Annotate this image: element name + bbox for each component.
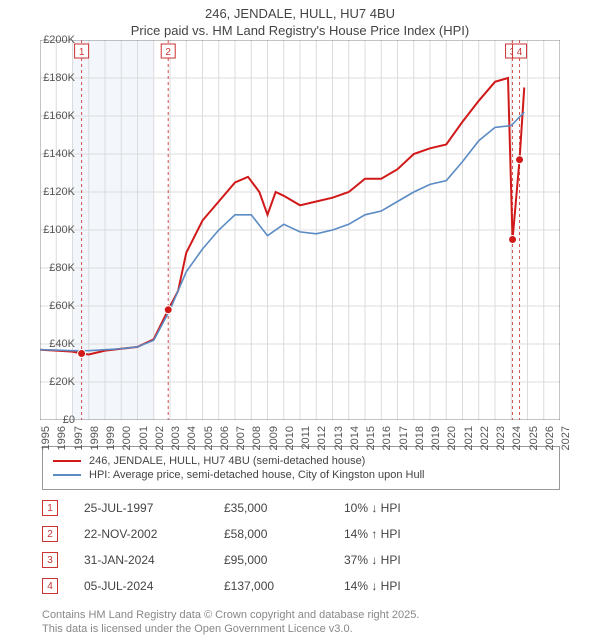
event-row: 3 31-JAN-2024£95,00037% ↓ HPI [42,552,560,568]
x-tick-label: 2013 [333,402,345,426]
legend-row: 246, JENDALE, HULL, HU7 4BU (semi-detach… [53,455,549,467]
event-marker: 4 [42,578,58,594]
x-tick-label: 2025 [528,402,540,426]
x-tick-label: 2015 [365,402,377,426]
x-tick-label: 2024 [511,402,523,426]
y-tick-label: £20K [49,376,75,388]
x-tick-label: 2007 [235,402,247,426]
x-tick-label: 2004 [186,402,198,426]
x-tick-label: 2003 [170,402,182,426]
x-tick-label: 2018 [414,402,426,426]
y-tick-label: £60K [49,300,75,312]
x-tick-label: 2020 [446,402,458,426]
title-block: 246, JENDALE, HULL, HU7 4BU Price paid v… [0,0,600,40]
x-tick-label: 2012 [316,402,328,426]
event-row: 1 25-JUL-1997£35,00010% ↓ HPI [42,500,560,516]
event-price: £35,000 [224,501,344,515]
x-tick-label: 2017 [398,402,410,426]
y-tick-label: £140K [43,148,75,160]
y-tick-label: £100K [43,224,75,236]
event-price: £137,000 [224,579,344,593]
x-tick-label: 2014 [349,402,361,426]
y-tick-label: £40K [49,338,75,350]
x-tick-label: 2023 [495,402,507,426]
footer-line2: This data is licensed under the Open Gov… [42,622,560,636]
x-tick-label: 2009 [268,402,280,426]
legend-swatch [53,460,81,462]
x-tick-label: 2001 [138,402,150,426]
svg-text:1: 1 [79,47,85,58]
event-marker: 2 [42,526,58,542]
x-tick-label: 2027 [560,402,572,426]
event-date: 05-JUL-2024 [84,579,224,593]
x-tick-label: 1995 [40,402,52,426]
x-tick-label: 2010 [284,402,296,426]
event-date: 31-JAN-2024 [84,553,224,567]
y-tick-label: £120K [43,186,75,198]
title-sub: Price paid vs. HM Land Registry's House … [0,23,600,38]
svg-text:4: 4 [517,47,523,58]
event-date: 25-JUL-1997 [84,501,224,515]
event-price: £95,000 [224,553,344,567]
x-tick-label: 2011 [300,402,312,426]
x-tick-label: 2005 [203,402,215,426]
svg-text:2: 2 [165,47,171,58]
x-tick-label: 2000 [121,402,133,426]
event-delta: 14% ↑ HPI [344,527,401,541]
footer-line1: Contains HM Land Registry data © Crown c… [42,608,560,622]
legend-row: HPI: Average price, semi-detached house,… [53,469,549,481]
legend-swatch [53,474,81,476]
legend-label: 246, JENDALE, HULL, HU7 4BU (semi-detach… [89,455,365,467]
x-tick-label: 1996 [56,402,68,426]
event-row: 2 22-NOV-2002£58,00014% ↑ HPI [42,526,560,542]
y-tick-label: £200K [43,34,75,46]
x-tick-label: 2022 [479,402,491,426]
event-marker: 3 [42,552,58,568]
line-chart: 1234 [40,40,560,420]
y-tick-label: £160K [43,110,75,122]
event-delta: 10% ↓ HPI [344,501,401,515]
x-tick-label: 2002 [154,402,166,426]
x-tick-label: 2016 [381,402,393,426]
x-tick-label: 2008 [251,402,263,426]
y-tick-label: £180K [43,72,75,84]
event-delta: 14% ↓ HPI [344,579,401,593]
x-tick-label: 2021 [463,402,475,426]
event-date: 22-NOV-2002 [84,527,224,541]
event-table: 1 25-JUL-1997£35,00010% ↓ HPI 2 22-NOV-2002… [42,500,560,594]
y-tick-label: £80K [49,262,75,274]
event-price: £58,000 [224,527,344,541]
x-tick-label: 1999 [105,402,117,426]
x-tick-label: 2006 [219,402,231,426]
x-tick-label: 1998 [89,402,101,426]
title-main: 246, JENDALE, HULL, HU7 4BU [0,6,600,21]
x-tick-label: 2019 [430,402,442,426]
event-delta: 37% ↓ HPI [344,553,401,567]
legend-label: HPI: Average price, semi-detached house,… [89,469,424,481]
event-marker: 1 [42,500,58,516]
chart-area: 1234 £0£20K£40K£60K£80K£100K£120K£140K£1… [40,40,600,440]
x-tick-label: 1997 [73,402,85,426]
footer: Contains HM Land Registry data © Crown c… [42,608,560,637]
event-row: 4 05-JUL-2024£137,00014% ↓ HPI [42,578,560,594]
x-tick-label: 2026 [544,402,556,426]
legend: 246, JENDALE, HULL, HU7 4BU (semi-detach… [42,446,560,490]
